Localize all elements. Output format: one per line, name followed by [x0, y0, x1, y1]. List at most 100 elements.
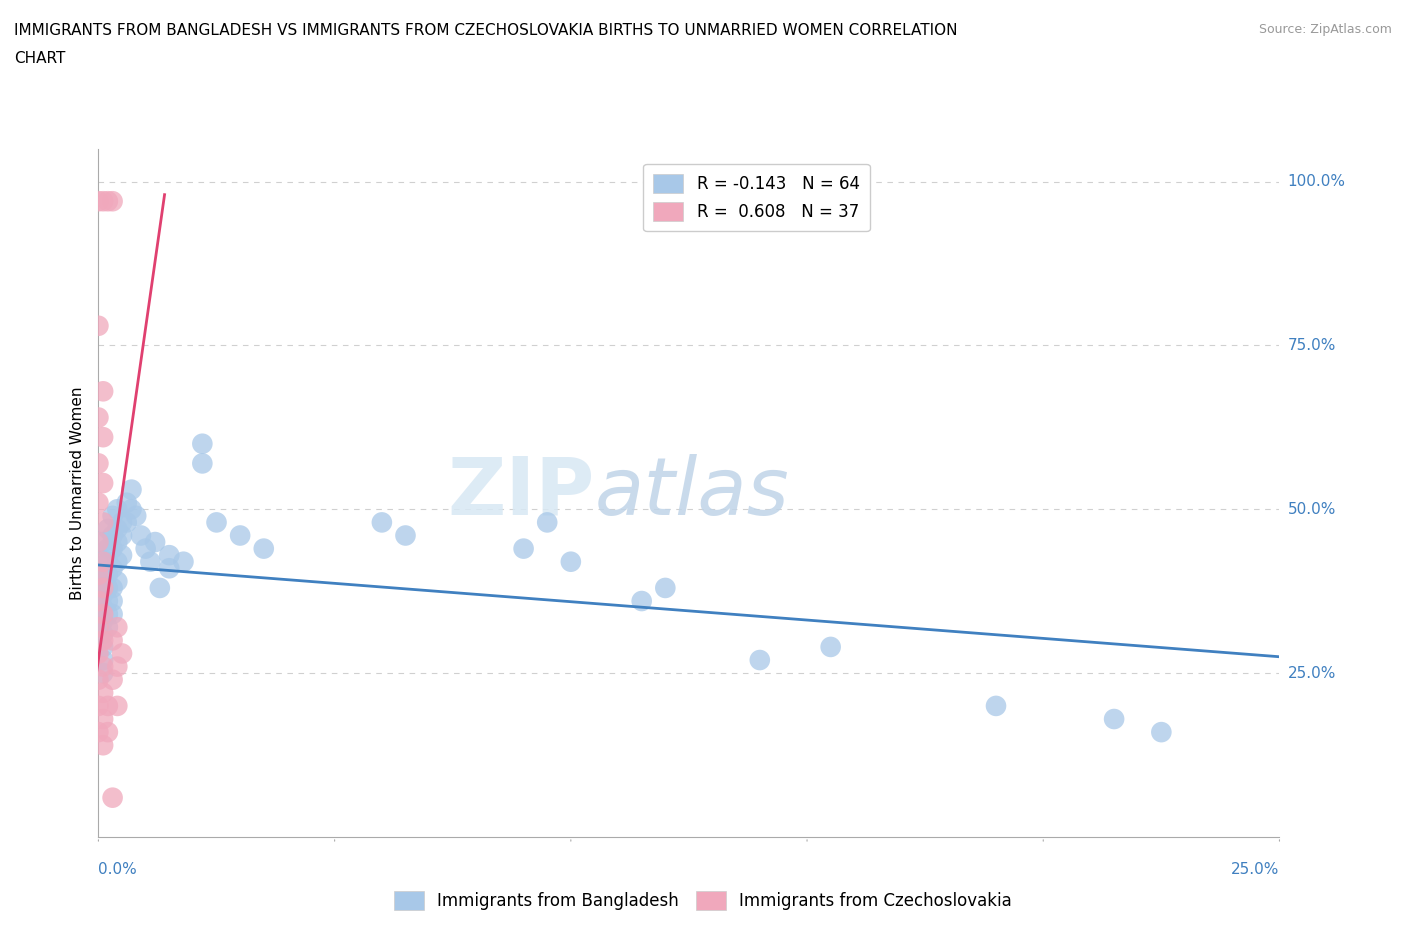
Point [135, 541, 157, 556]
Point [91, 613, 114, 628]
Point [97, 724, 120, 739]
Point [111, 548, 134, 563]
Point [105, 535, 128, 550]
Point [91, 554, 114, 569]
Point [91, 711, 114, 726]
Point [97, 193, 120, 208]
Point [87, 456, 110, 471]
Point [1102, 711, 1125, 726]
Point [121, 482, 143, 497]
Point [97, 593, 120, 608]
Point [91, 659, 114, 674]
Point [87, 554, 110, 569]
Point [129, 528, 152, 543]
Point [87, 593, 110, 608]
Point [91, 430, 114, 445]
Point [111, 515, 134, 530]
Point [101, 561, 124, 576]
Point [97, 580, 120, 595]
Point [101, 790, 124, 805]
Point [87, 698, 110, 713]
Point [87, 619, 110, 634]
Point [101, 593, 124, 608]
Point [105, 522, 128, 537]
Point [984, 698, 1007, 713]
Point [1150, 724, 1173, 739]
Legend: Immigrants from Bangladesh, Immigrants from Czechoslovakia: Immigrants from Bangladesh, Immigrants f… [388, 884, 1018, 917]
Point [87, 574, 110, 589]
Point [101, 509, 124, 524]
Point [87, 535, 110, 550]
Point [536, 515, 558, 530]
Point [87, 646, 110, 661]
Point [87, 496, 110, 511]
Point [91, 567, 114, 582]
Point [101, 541, 124, 556]
Text: ZIP: ZIP [447, 454, 595, 532]
Point [97, 606, 120, 621]
Point [157, 548, 180, 563]
Point [394, 528, 416, 543]
Point [101, 193, 124, 208]
Point [97, 541, 120, 556]
Point [91, 193, 114, 208]
Point [172, 554, 194, 569]
Point [91, 475, 114, 490]
Point [512, 541, 534, 556]
Point [97, 554, 120, 569]
Point [91, 580, 114, 595]
Point [371, 515, 394, 530]
Point [97, 698, 120, 713]
Point [91, 627, 114, 642]
Y-axis label: Births to Unmarried Women: Births to Unmarried Women [69, 386, 84, 600]
Point [105, 698, 128, 713]
Point [87, 672, 110, 687]
Point [105, 502, 128, 517]
Point [91, 606, 114, 621]
Text: 100.0%: 100.0% [1288, 174, 1346, 189]
Text: 75.0%: 75.0% [1288, 338, 1336, 352]
Point [253, 541, 276, 556]
Text: 50.0%: 50.0% [1288, 502, 1336, 517]
Point [125, 509, 148, 524]
Point [157, 561, 180, 576]
Point [820, 640, 842, 655]
Point [87, 410, 110, 425]
Point [149, 580, 172, 595]
Point [91, 653, 114, 668]
Text: atlas: atlas [595, 454, 789, 532]
Point [87, 318, 110, 333]
Point [87, 567, 110, 582]
Point [91, 384, 114, 399]
Point [97, 567, 120, 582]
Point [97, 522, 120, 537]
Point [139, 554, 162, 569]
Point [191, 436, 214, 451]
Point [91, 666, 114, 681]
Point [191, 456, 214, 471]
Point [105, 659, 128, 674]
Point [91, 515, 114, 530]
Text: 25.0%: 25.0% [1232, 862, 1279, 877]
Point [91, 600, 114, 615]
Legend: R = -0.143   N = 64, R =  0.608   N = 37: R = -0.143 N = 64, R = 0.608 N = 37 [643, 164, 869, 231]
Point [115, 496, 138, 511]
Text: 0.0%: 0.0% [98, 862, 138, 877]
Point [205, 515, 228, 530]
Point [91, 737, 114, 752]
Text: IMMIGRANTS FROM BANGLADESH VS IMMIGRANTS FROM CZECHOSLOVAKIA BIRTHS TO UNMARRIED: IMMIGRANTS FROM BANGLADESH VS IMMIGRANTS… [14, 23, 957, 38]
Point [101, 672, 124, 687]
Point [560, 554, 582, 569]
Text: Source: ZipAtlas.com: Source: ZipAtlas.com [1258, 23, 1392, 36]
Point [105, 554, 128, 569]
Text: 25.0%: 25.0% [1288, 666, 1336, 681]
Point [91, 633, 114, 648]
Point [229, 528, 252, 543]
Point [91, 685, 114, 700]
Point [111, 528, 134, 543]
Point [87, 193, 110, 208]
Point [105, 574, 128, 589]
Point [91, 640, 114, 655]
Point [115, 515, 138, 530]
Point [101, 606, 124, 621]
